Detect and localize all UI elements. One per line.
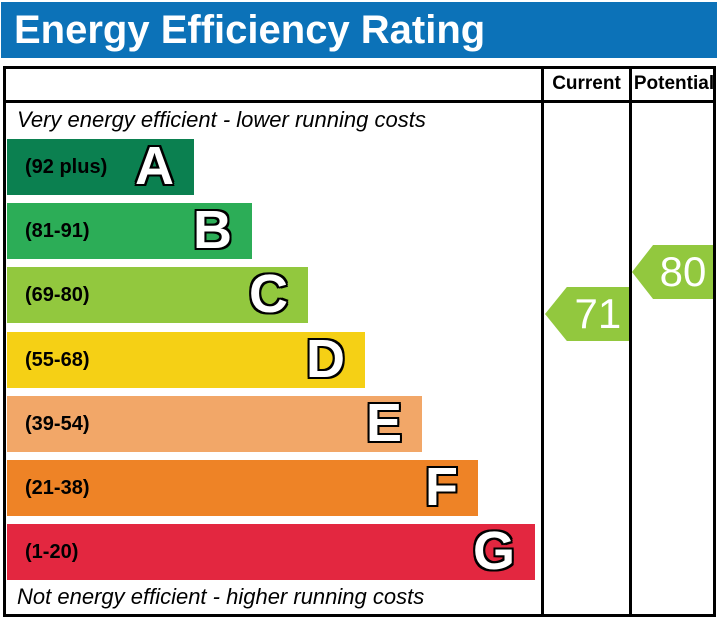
band-range-label: (69-80): [25, 283, 90, 306]
band-range-label: (1-20): [25, 540, 79, 563]
band-range-label: (81-91): [25, 219, 90, 242]
column-divider-current: [541, 66, 544, 617]
column-header-potential: Potential: [633, 73, 715, 94]
title-banner: Energy Efficiency Rating: [1, 2, 717, 58]
epc-band-row-f: (21-38) F: [7, 460, 478, 516]
band-letter: A: [135, 136, 174, 196]
header-row-divider: [3, 100, 716, 103]
bottom-caption: Not energy efficient - higher running co…: [17, 584, 425, 609]
band-range-label: (92 plus): [25, 155, 108, 178]
band-range-label: (21-38): [25, 476, 90, 499]
epc-band-row-e: (39-54) E: [7, 396, 422, 452]
chart-frame: [3, 66, 716, 617]
current-rating-value: 71: [574, 290, 622, 337]
epc-band-row-a: (92 plus) A: [7, 139, 194, 195]
band-letter: G: [472, 521, 515, 581]
epc-band-row-b: (81-91) B: [7, 203, 252, 259]
band-letter: B: [193, 200, 232, 260]
epc-band-row-d: (55-68) D: [7, 332, 365, 388]
band-range-label: (55-68): [25, 348, 90, 371]
current-rating-arrow: 71: [545, 287, 629, 341]
epc-band-row-c: (69-80) C: [7, 267, 308, 323]
epc-band-row-g: (1-20) G: [7, 524, 535, 580]
column-header-current: Current: [552, 73, 621, 94]
band-range-label: (39-54): [25, 412, 90, 435]
column-divider-potential: [629, 66, 632, 617]
band-letter: F: [425, 457, 458, 517]
band-letter: C: [249, 264, 288, 324]
potential-rating-value: 80: [659, 248, 707, 295]
top-caption: Very energy efficient - lower running co…: [17, 107, 426, 132]
band-letter: E: [365, 393, 402, 453]
band-letter: D: [306, 329, 345, 389]
page-title: Energy Efficiency Rating: [14, 7, 486, 52]
